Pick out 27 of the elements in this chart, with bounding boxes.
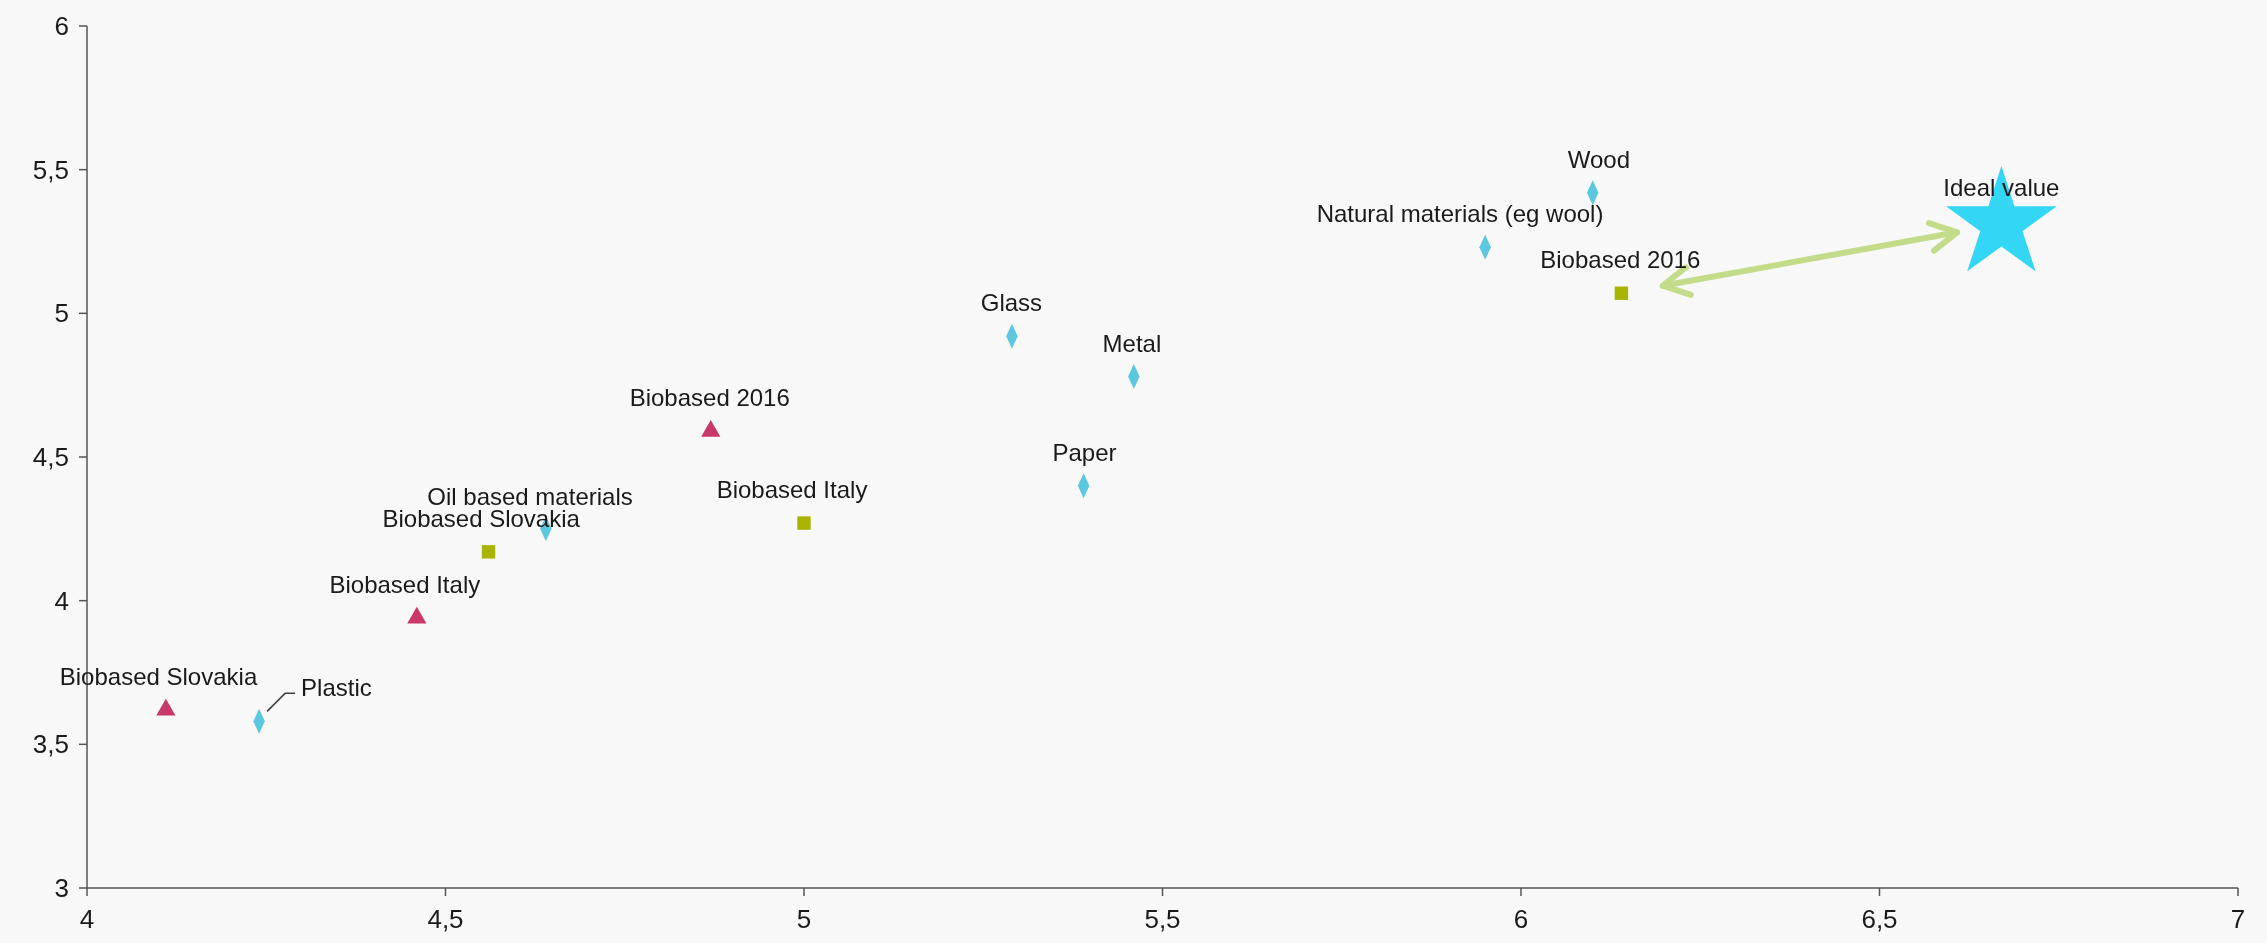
annotation: Biobased 2016 (629, 384, 790, 412)
x-tick-label: 6 (1513, 904, 1529, 934)
point (481, 545, 496, 559)
y-tick-label: 5 (54, 298, 69, 329)
annotation: Glass (980, 289, 1043, 317)
point (1614, 286, 1629, 300)
x-tick-label: 5 (796, 904, 812, 934)
annotation: Biobased Italy (329, 570, 481, 598)
y-tick-label: 4 (54, 585, 69, 616)
x-tick-label: 4,5 (427, 904, 464, 934)
y-tick-label: 6 (54, 11, 69, 42)
y-tick-label: 5,5 (32, 154, 69, 185)
annotation: Natural materials (eg wool) (1316, 200, 1604, 228)
point (797, 516, 811, 530)
annotation: Metal (1102, 329, 1162, 357)
x-tick-label: 5,5 (1144, 904, 1181, 934)
annotation: Wood (1567, 145, 1631, 173)
y-tick-label: 3 (54, 873, 69, 904)
y-tick-label: 3,5 (32, 729, 69, 760)
annotation: Biobased 2016 (1540, 246, 1701, 274)
annotation: Plastic (301, 674, 372, 702)
x-tick-label: 6,5 (1861, 904, 1898, 934)
annotation: Paper (1052, 438, 1117, 466)
y-tick-label: 4,5 (32, 442, 69, 473)
annotation: Biobased Italy (716, 476, 868, 504)
x-tick-label: 7 (2230, 904, 2246, 934)
x-tick-label: 4 (79, 904, 95, 934)
